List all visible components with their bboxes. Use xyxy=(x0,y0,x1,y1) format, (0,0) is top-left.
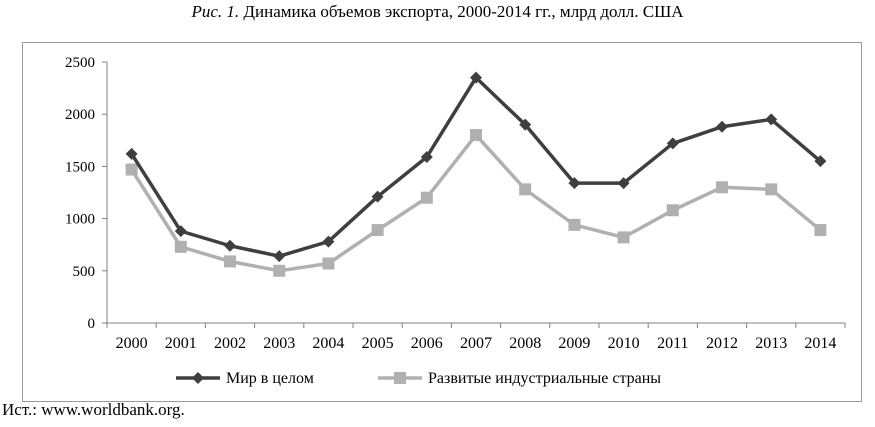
chart-title: Динамика объемов экспорта, 2000-2014 гг.… xyxy=(243,2,684,21)
data-point xyxy=(716,120,728,133)
y-tick-label: 1000 xyxy=(65,212,95,228)
legend-item-world: Мир в целом xyxy=(176,370,314,387)
data-point xyxy=(519,118,532,131)
x-tick-label: 2006 xyxy=(411,335,443,352)
figure-label: Рис. 1. xyxy=(191,2,240,21)
x-tick-label: 2002 xyxy=(214,335,246,352)
data-point xyxy=(765,113,778,126)
data-point xyxy=(617,177,630,190)
chart-frame xyxy=(22,42,862,402)
legend-marker xyxy=(192,372,204,384)
data-point xyxy=(666,204,679,217)
data-point xyxy=(420,191,433,204)
data-point xyxy=(322,235,335,248)
x-tick-label: 2013 xyxy=(755,335,787,352)
data-point xyxy=(273,250,286,263)
data-point xyxy=(224,239,236,252)
y-tick-label: 2000 xyxy=(65,107,95,123)
data-point xyxy=(224,255,236,268)
y-tick-label: 0 xyxy=(88,316,96,332)
data-point xyxy=(765,183,778,196)
legend-label: Мир в целом xyxy=(226,370,314,387)
x-tick-label: 2000 xyxy=(116,335,148,352)
x-tick-label: 2005 xyxy=(362,335,394,352)
x-tick-label: 2007 xyxy=(460,335,492,352)
data-point xyxy=(470,129,482,142)
data-point xyxy=(519,183,532,196)
x-tick-label: 2008 xyxy=(509,335,541,352)
data-point xyxy=(125,147,138,160)
legend-marker xyxy=(394,372,406,384)
data-point xyxy=(568,177,581,190)
legend-item-developed: Развитые индустриальные страны xyxy=(378,370,661,387)
series-world xyxy=(125,71,827,263)
chart-axes: 0 500 1000 1500 2000 2500 2000 2001 2002 2003 2004… xyxy=(65,55,846,352)
data-point xyxy=(174,225,187,238)
data-point xyxy=(814,224,827,237)
data-point xyxy=(322,257,335,270)
y-tick-label: 1500 xyxy=(65,159,95,175)
data-point xyxy=(814,155,827,168)
chart-caption: Рис. 1. Динамика объемов экспорта, 2000-… xyxy=(0,2,875,22)
y-tick-label: 2500 xyxy=(65,55,95,71)
data-point xyxy=(174,240,187,253)
data-point xyxy=(420,151,433,164)
data-point xyxy=(470,71,482,84)
x-tick-label: 2011 xyxy=(657,335,688,352)
series-layer xyxy=(125,71,827,277)
chart-legend: Мир в целом Развитые индустриальные стран… xyxy=(176,370,661,387)
data-point xyxy=(568,218,581,231)
data-point xyxy=(125,163,138,176)
data-point xyxy=(617,231,630,244)
x-tick-label: 2004 xyxy=(312,335,344,352)
data-point xyxy=(371,190,384,203)
series-line xyxy=(130,75,822,258)
source-note: Ист.: www.worldbank.org. xyxy=(2,400,185,419)
legend-label: Развитые индустриальные страны xyxy=(428,370,661,387)
data-point xyxy=(716,181,728,194)
x-tick-label: 2009 xyxy=(558,335,590,352)
series-developed xyxy=(125,129,827,277)
x-tick-label: 2014 xyxy=(804,335,836,352)
x-tick-label: 2003 xyxy=(263,335,295,352)
x-tick-label: 2010 xyxy=(608,335,640,352)
data-point xyxy=(666,137,679,150)
data-point xyxy=(371,224,384,237)
series-line xyxy=(130,133,822,273)
data-point xyxy=(273,264,286,277)
x-tick-label: 2001 xyxy=(165,335,197,352)
y-tick-label: 500 xyxy=(73,264,96,280)
x-tick-label: 2012 xyxy=(706,335,738,352)
